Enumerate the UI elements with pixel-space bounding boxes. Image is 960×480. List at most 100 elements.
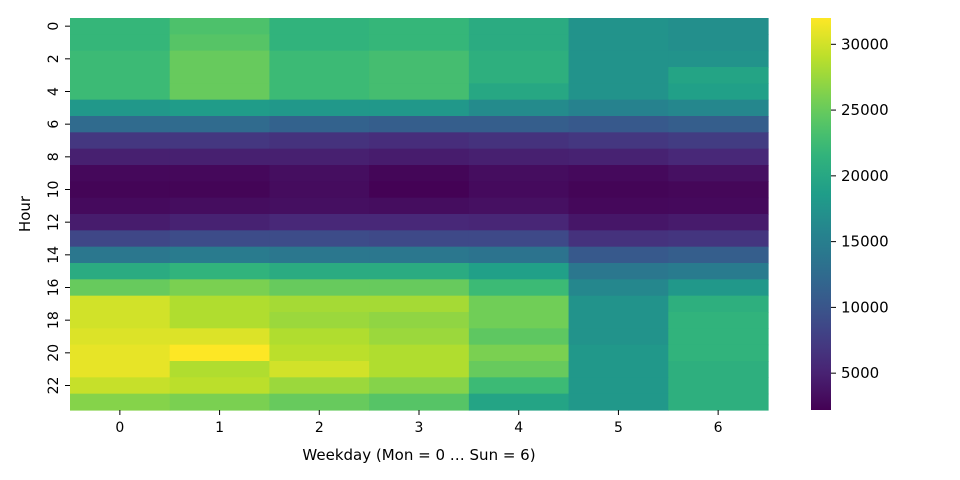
heatmap-cell (668, 328, 769, 346)
heatmap-cell (468, 279, 570, 297)
x-axis: 0 1 2 3 4 5 6 (115, 410, 723, 436)
heatmap-cell (269, 295, 370, 313)
heatmap-cell (169, 50, 271, 68)
heatmap-cell (269, 214, 370, 231)
heatmap-cell (369, 361, 470, 378)
heatmap-cell (269, 328, 370, 346)
heatmap-cell (269, 18, 370, 35)
colorbar-ticks: 5000 10000 15000 20000 25000 30000 (831, 35, 889, 382)
heatmap-cell (70, 361, 171, 378)
heatmap-cell (169, 67, 271, 84)
heatmap-cell (668, 83, 769, 101)
colorbar-tick-label: 15000 (841, 233, 889, 251)
heatmap-cell (568, 377, 669, 395)
heatmap-cell (668, 312, 769, 329)
heatmap-cell (369, 377, 470, 395)
heatmap-cell (70, 230, 171, 248)
heatmap-cell (269, 246, 370, 264)
heatmap-cell (568, 99, 669, 117)
heatmap-cell (269, 99, 370, 117)
heatmap-cell (169, 295, 271, 313)
heatmap-cell (169, 246, 271, 264)
heatmap-cell (70, 279, 171, 297)
heatmap-cell (269, 181, 370, 199)
heatmap-cell (568, 148, 669, 166)
heatmap-cell (369, 279, 470, 297)
heatmap-cell (169, 230, 271, 248)
heatmap-cell (269, 34, 370, 52)
heatmap-cell (70, 34, 171, 52)
x-tick-label: 4 (514, 420, 523, 436)
heatmap-cell (269, 67, 370, 84)
y-tick-label: 20 (46, 344, 62, 362)
heatmap-cell (169, 344, 271, 362)
heatmap-cell (568, 116, 669, 133)
x-tick-label: 2 (315, 420, 324, 436)
heatmap-cell (70, 67, 171, 84)
heatmap-cell (568, 181, 669, 199)
heatmap-cell (468, 181, 570, 199)
heatmap-cell (169, 148, 271, 166)
heatmap-cell (70, 50, 171, 68)
heatmap-cell (468, 67, 570, 84)
heatmap-cell (169, 377, 271, 395)
heatmap-cell (668, 165, 769, 182)
heatmap-cell (668, 34, 769, 52)
heatmap-cell (468, 214, 570, 231)
heatmap-cell (668, 214, 769, 231)
heatmap-cell (70, 246, 171, 264)
heatmap-cell (369, 165, 470, 182)
heatmap-cell (369, 312, 470, 329)
heatmap-cell (70, 83, 171, 101)
heatmap-cell (369, 197, 470, 215)
heatmap-cell (468, 263, 570, 280)
heatmap-cell (169, 328, 271, 346)
heatmap-cell (369, 116, 470, 133)
heatmap-cell (269, 148, 370, 166)
x-tick-label: 5 (614, 420, 623, 436)
heatmap-cell (668, 230, 769, 248)
heatmap-cell (468, 377, 570, 395)
heatmap-cell (369, 67, 470, 84)
heatmap-cell (369, 393, 470, 411)
heatmap-cell (169, 361, 271, 378)
colorbar-tick-label: 30000 (841, 35, 889, 53)
heatmap-cell (269, 344, 370, 362)
heatmap-cell (668, 361, 769, 378)
heatmap-cell (468, 230, 570, 248)
y-tick-label: 8 (46, 152, 62, 161)
heatmap-cell (70, 295, 171, 313)
heatmap-cell (70, 197, 171, 215)
heatmap-cell (668, 18, 769, 35)
heatmap-cell (369, 230, 470, 248)
heatmap-cell (468, 50, 570, 68)
heatmap-cell (369, 263, 470, 280)
heatmap-cell (568, 328, 669, 346)
heatmap-cell (468, 361, 570, 378)
heatmap-cell (169, 214, 271, 231)
heatmap-cell (70, 181, 171, 199)
heatmap-cell (568, 279, 669, 297)
heatmap-cell (169, 181, 271, 199)
colorbar-tick-label: 20000 (841, 167, 889, 185)
heatmap-cell (169, 132, 271, 150)
heatmap-cell (568, 214, 669, 231)
heatmap-cell (369, 50, 470, 68)
heatmap-cell (468, 393, 570, 411)
x-tick-label: 3 (415, 420, 424, 436)
heatmap-cell (269, 83, 370, 101)
heatmap-cell (369, 132, 470, 150)
heatmap-cell (568, 165, 669, 182)
heatmap-cell (269, 116, 370, 133)
colorbar-gradient (811, 18, 831, 410)
heatmap-cell (70, 18, 171, 35)
colorbar: 5000 10000 15000 20000 25000 30000 (811, 18, 889, 410)
heatmap-cell (369, 295, 470, 313)
heatmap-cell (668, 148, 769, 166)
heatmap-cell (269, 263, 370, 280)
y-axis-label: Hour (16, 195, 34, 232)
colorbar-tick-label: 10000 (841, 298, 889, 316)
heatmap-cell (70, 344, 171, 362)
heatmap-cell (568, 393, 669, 411)
colorbar-tick-label: 5000 (841, 364, 879, 382)
